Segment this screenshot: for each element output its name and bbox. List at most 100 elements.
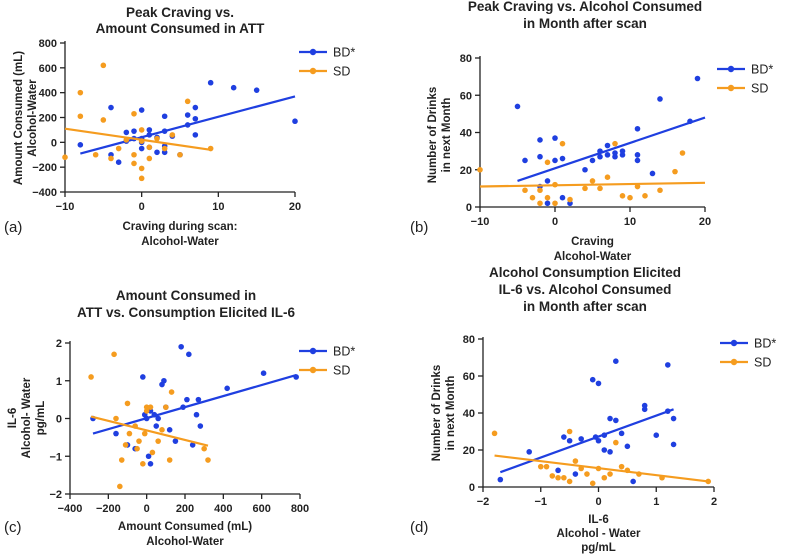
y-tick-label: −1 <box>49 451 62 463</box>
data-point <box>108 104 114 111</box>
legend-label: BD* <box>751 63 773 77</box>
y-tick-label: 60 <box>463 371 475 383</box>
data-point <box>138 175 145 182</box>
data-point <box>567 196 573 203</box>
data-point <box>552 135 558 141</box>
data-point <box>122 442 129 448</box>
data-point <box>134 445 140 452</box>
panel-label: (d) <box>410 519 428 536</box>
data-point <box>124 400 131 407</box>
data-point <box>589 178 596 184</box>
data-point <box>589 376 596 383</box>
data-point <box>619 148 626 154</box>
y-tick-label: 800 <box>39 38 57 50</box>
x-tick-label: −400 <box>58 503 83 515</box>
y-axis-label: Number of Drinks <box>427 87 439 184</box>
x-axis-label: Craving during scan: <box>122 221 237 233</box>
fit-line <box>479 181 706 188</box>
data-point <box>572 458 579 464</box>
data-point <box>138 145 145 152</box>
chart-title-line: IL-6 vs. Alcohol Consumed <box>499 282 672 297</box>
chart-title-line: Peak Craving vs. <box>126 5 234 20</box>
data-point <box>657 96 663 102</box>
data-point <box>679 150 686 156</box>
data-point <box>595 380 602 387</box>
data-point <box>522 187 528 194</box>
x-axis-label: Alcohol - Water <box>557 528 641 540</box>
x-tick-label: 2 <box>711 496 717 508</box>
data-point <box>601 474 608 481</box>
data-point <box>161 113 168 120</box>
data-point <box>561 474 567 481</box>
y-axis-label: pg/mL <box>35 401 47 436</box>
data-point <box>552 200 558 207</box>
chart-panel-c: Amount Consumed in ATT vs. Consumption El… <box>4 288 355 548</box>
data-point <box>630 478 636 485</box>
data-point <box>111 351 117 358</box>
y-axis-label: in next Month <box>445 376 457 451</box>
chart-title-line: ATT vs. Consumption Elicited IL-6 <box>77 305 296 320</box>
data-point <box>578 436 584 442</box>
legend-label: BD* <box>333 345 355 359</box>
y-tick-label: 600 <box>39 63 57 75</box>
data-point <box>613 439 619 446</box>
data-point <box>555 474 561 481</box>
data-point <box>529 194 536 201</box>
data-point <box>552 157 558 164</box>
y-tick-label: 20 <box>463 445 475 457</box>
x-axis-label: Alcohol-Water <box>146 536 224 548</box>
fit-line <box>90 415 209 447</box>
y-axis-label: IL-6 <box>7 408 19 428</box>
y-axis-label: in next Month <box>441 98 453 173</box>
data-point <box>619 193 626 199</box>
data-point <box>115 159 122 165</box>
chart-title-line: Amount Consumed in ATT <box>96 21 265 36</box>
data-point <box>497 476 504 483</box>
data-point <box>514 103 521 110</box>
series-bd <box>77 79 298 165</box>
data-point <box>566 428 573 435</box>
data-point <box>126 430 133 437</box>
data-point <box>582 166 588 173</box>
y-tick-label: 0 <box>56 414 62 426</box>
x-tick-label: 600 <box>252 503 270 515</box>
data-point <box>189 442 196 448</box>
data-point <box>665 362 671 368</box>
data-point <box>224 385 230 392</box>
data-point <box>113 430 119 437</box>
data-point <box>672 168 678 175</box>
data-point <box>544 159 551 166</box>
chart-panel-b: Peak Craving vs. Alcohol Consumed in Mont… <box>410 0 773 263</box>
data-point <box>138 127 145 133</box>
panel-label: (a) <box>4 219 22 236</box>
chart-title-line: Amount Consumed in <box>116 288 256 303</box>
data-point <box>634 157 641 164</box>
data-point <box>582 185 588 192</box>
data-point <box>115 145 122 152</box>
data-point <box>108 155 114 162</box>
data-point <box>604 152 611 158</box>
data-point <box>566 478 573 485</box>
data-point <box>140 374 146 380</box>
data-point <box>624 443 631 450</box>
fit-line <box>517 116 706 182</box>
x-tick-label: 200 <box>176 503 194 515</box>
data-point <box>537 463 544 470</box>
data-point <box>172 438 179 444</box>
data-point <box>77 113 84 120</box>
y-tick-label: 1 <box>56 376 62 388</box>
y-axis-label: Number of Drinks <box>431 365 443 462</box>
y-tick-label: 60 <box>460 90 472 102</box>
x-tick-label: 1 <box>653 496 659 508</box>
data-point <box>62 154 68 161</box>
series-sd <box>477 140 706 207</box>
series-sd <box>62 62 214 182</box>
y-tick-label: 80 <box>463 334 475 346</box>
series-sd <box>491 428 712 487</box>
fit-line <box>80 95 296 155</box>
chart-title-line: Alcohol Consumption Elicited <box>489 265 681 280</box>
data-point <box>559 140 566 147</box>
data-point <box>92 151 99 158</box>
data-point <box>537 153 543 160</box>
data-point <box>186 351 192 358</box>
